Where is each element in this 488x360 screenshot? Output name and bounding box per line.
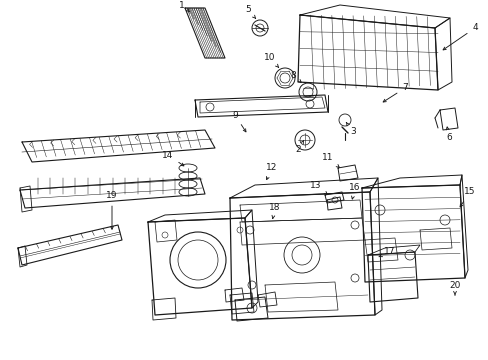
Text: 14: 14: [162, 150, 183, 166]
Text: 2: 2: [295, 140, 303, 154]
Text: 20: 20: [448, 280, 460, 295]
Text: 5: 5: [244, 5, 255, 18]
Text: 9: 9: [232, 111, 245, 132]
Text: 1: 1: [179, 0, 189, 12]
Text: 10: 10: [264, 54, 278, 67]
Text: 11: 11: [322, 153, 339, 167]
Text: 19: 19: [106, 192, 118, 229]
Text: 18: 18: [269, 203, 280, 219]
Text: 3: 3: [346, 122, 355, 136]
Text: 4: 4: [442, 23, 477, 50]
Text: 6: 6: [445, 127, 451, 143]
Text: 13: 13: [309, 180, 326, 194]
Text: 15: 15: [459, 188, 475, 207]
Text: 12: 12: [266, 163, 277, 180]
Text: 8: 8: [289, 71, 301, 82]
Text: 17: 17: [378, 248, 395, 257]
Text: 7: 7: [383, 84, 407, 102]
Text: 16: 16: [348, 184, 360, 199]
